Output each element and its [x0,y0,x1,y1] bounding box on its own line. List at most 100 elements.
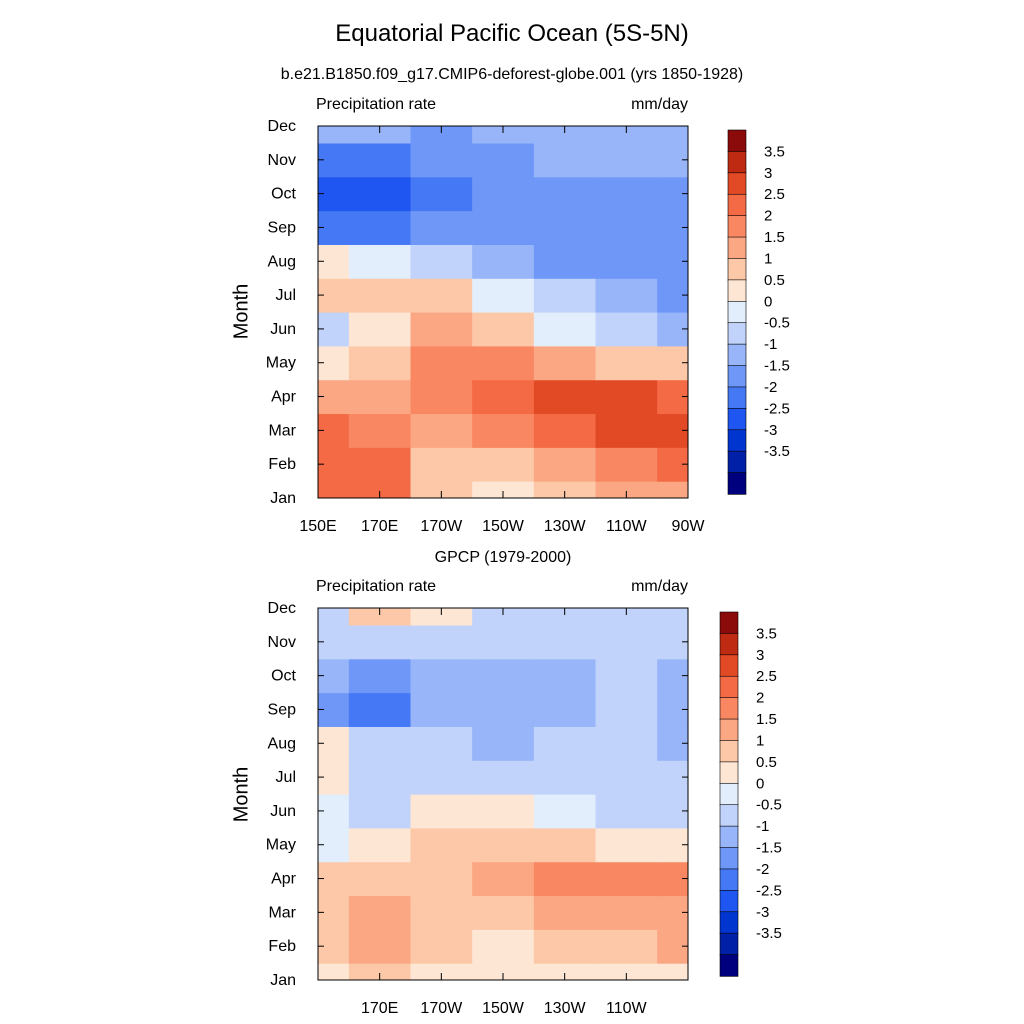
heatmap-cell [410,726,473,761]
heatmap-cell [533,692,597,727]
colorbar-label: 1 [756,732,764,749]
heatmap-cell [348,210,412,245]
x-tick-label: 130W [544,1000,587,1017]
colorbar-label: 1 [764,250,772,267]
x-tick-label: 150W [482,518,525,535]
y-tick-label: Jul [276,287,296,304]
y-tick-label: Nov [268,634,296,651]
heatmap-cell [533,963,597,980]
heatmap-cell [595,345,658,381]
heatmap-cell [472,481,535,498]
heatmap-cell [410,278,473,313]
heatmap-cell [410,658,473,694]
heatmap-cell [533,244,597,279]
heatmap-cell [595,413,658,448]
heatmap-cell [348,312,412,347]
colorbar-label: -2 [756,861,769,878]
colorbar-label: -3 [764,422,777,439]
heatmap-cell [410,692,473,727]
panel2-right-label: mm/day [631,578,688,595]
heatmap-cell [348,658,412,694]
heatmap-cell [472,345,535,381]
y-tick-label: Aug [268,735,296,752]
heatmap-cell [595,692,658,727]
y-tick-label: Jun [270,803,296,820]
y-tick-label: Mar [268,904,296,921]
y-tick-label: Dec [268,600,296,617]
x-tick-label: 170E [361,518,398,535]
y-tick-label: Mar [268,422,296,439]
colorbar-box [727,365,747,388]
colorbar-box [719,890,739,913]
heatmap-cell [348,142,412,178]
colorbar-box [727,215,747,238]
panel1-left-label: Precipitation rate [316,96,437,113]
heatmap-cell [348,126,412,144]
heatmap-cell [533,447,597,482]
y-tick-label: Sep [268,219,297,236]
heatmap-cell [348,963,412,980]
heatmap-cell [348,827,412,863]
heatmap-cells [318,608,688,980]
heatmap-cell [348,345,412,381]
heatmap-cell [533,481,597,498]
heatmap-cell [348,760,412,795]
heatmap-cell [410,895,473,930]
heatmap-cell [348,895,412,930]
colorbar-label: -2.5 [756,882,782,899]
heatmap-cell [410,963,473,980]
colorbar-label: 1.5 [756,711,777,728]
heatmap-cell [533,726,597,761]
colorbar-label: 0 [764,293,772,310]
heatmap-cell [533,794,597,829]
colorbar-label: 2.5 [756,668,777,685]
colorbar-label: 3 [764,165,772,182]
heatmap-cell [348,379,412,415]
y-tick-label: Jan [270,972,296,989]
heatmap-cell [595,726,658,761]
heatmap-cell [657,126,688,144]
heatmap-cell [410,176,473,212]
y-tick-label: Jun [270,321,296,338]
heatmap-cell [472,827,535,863]
y-tick-label: Nov [268,152,296,169]
heatmap-cell [533,760,597,795]
heatmap-cell [533,126,597,144]
colorbar-box [727,258,747,281]
panel2-left-label: Precipitation rate [316,578,437,595]
colorbar-box [719,782,739,806]
heatmap-cell [595,624,658,660]
heatmap-cell [595,244,658,279]
heatmap-cell [595,895,658,930]
colorbar-label: -2.5 [764,400,790,417]
heatmap-cell [595,963,658,980]
colorbar-label: 3.5 [764,143,785,160]
heatmap-cell [472,608,535,626]
heatmap-cell [472,895,535,930]
colorbar-box [727,236,747,260]
heatmap-cell [595,176,658,212]
heatmap-cell [348,244,412,279]
heatmap-cell [595,827,658,863]
heatmap-cell [348,481,412,498]
heatmap-cell [533,379,597,415]
heatmap-cell [410,624,473,660]
heatmap-cell [595,447,658,482]
colorbar-box [719,675,739,699]
heatmap-cell [533,142,597,178]
figure-subtitle: b.e21.B1850.f09_g17.CMIP6-deforest-globe… [280,66,744,83]
heatmap-cell [410,929,473,964]
heatmap-cell [410,379,473,415]
heatmap-cell [472,413,535,448]
colorbar-box [719,847,739,870]
y-tick-label: Jul [276,769,296,786]
heatmap-cell [533,929,597,964]
x-tick-label: 170W [420,1000,463,1017]
colorbar-label: -1 [756,818,769,835]
heatmap-cell [318,481,350,498]
colorbar-box [719,911,739,934]
y-tick-label: Apr [271,389,297,406]
colorbar-box [719,954,739,977]
x-tick-label: 110W [606,518,648,535]
heatmap-cell [595,278,658,313]
